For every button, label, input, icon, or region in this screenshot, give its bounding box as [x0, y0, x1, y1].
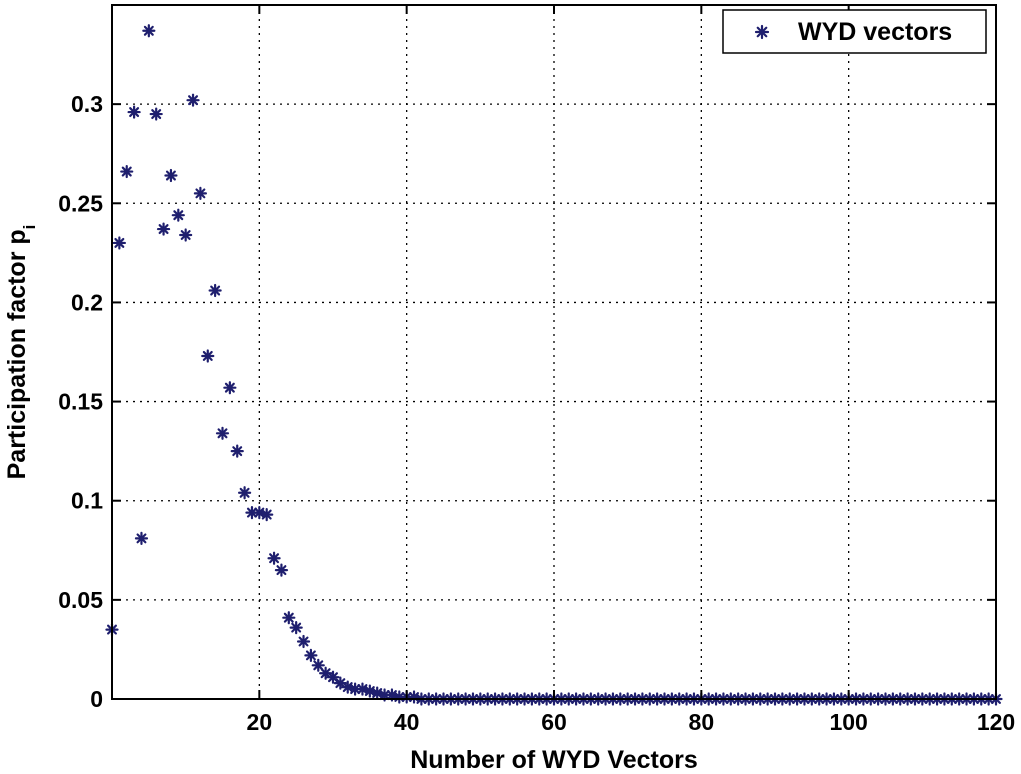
y-tick-label: 0.2: [71, 289, 103, 315]
legend: WYD vectors: [722, 9, 987, 54]
data-point: [223, 381, 237, 395]
data-point: [112, 236, 126, 250]
y-tick-label: 0.3: [71, 91, 103, 117]
grid: [112, 5, 996, 699]
data-point: [341, 680, 355, 694]
legend-label: WYD vectors: [798, 18, 952, 46]
data-point: [156, 222, 171, 236]
data-point: [208, 283, 222, 298]
data-point: [127, 105, 141, 119]
x-tick-label: 60: [541, 709, 567, 735]
x-tick-label: 80: [689, 709, 715, 735]
legend-asterisk-glyph: [754, 24, 770, 40]
data-point: [289, 621, 303, 635]
data-point: [282, 611, 296, 625]
y-axis-label-subscript: i: [20, 225, 39, 230]
data-point: [142, 24, 156, 38]
data-point: [149, 107, 163, 121]
data-point: [120, 164, 134, 179]
data-point: [238, 486, 252, 500]
data-point: [179, 228, 193, 242]
data-point: [377, 688, 392, 702]
y-tick-label: 0.1: [71, 488, 103, 514]
data-point: [267, 551, 281, 565]
data-point: [201, 349, 215, 363]
data-point: [260, 507, 274, 522]
y-tick-label: 0.05: [58, 587, 103, 613]
y-axis-label-main: Participation factor p: [3, 229, 31, 479]
y-axis-label: Participation factor pi: [3, 225, 39, 480]
data-point: [186, 93, 200, 107]
x-tick-label: 120: [977, 709, 1015, 735]
y-tick-label: 0.25: [58, 190, 103, 216]
data-point: [134, 531, 149, 545]
axis-ticks: [112, 5, 997, 700]
data-point: [215, 426, 230, 440]
data-point: [274, 563, 289, 577]
data-point: [311, 658, 325, 672]
data-point: [296, 634, 311, 649]
data-point: [230, 444, 244, 458]
x-axis-label: Number of WYD Vectors: [410, 746, 698, 774]
y-tick-label: 0: [90, 686, 103, 712]
y-tick-labels: 0 0.05 0.1 0.15 0.2 0.25 0.3: [58, 91, 103, 712]
data-point: [164, 168, 178, 183]
data-point: [171, 208, 185, 222]
x-tick-label: 20: [247, 709, 273, 735]
y-tick-label: 0.15: [58, 389, 103, 415]
data-point: [193, 186, 207, 200]
legend-marker-asterisk-icon: [754, 24, 770, 40]
data-point: [304, 648, 318, 662]
x-tick-label: 40: [394, 709, 420, 735]
x-tick-labels: 20 40 60 80 100 120: [247, 709, 1016, 735]
x-tick-label: 100: [829, 709, 867, 735]
